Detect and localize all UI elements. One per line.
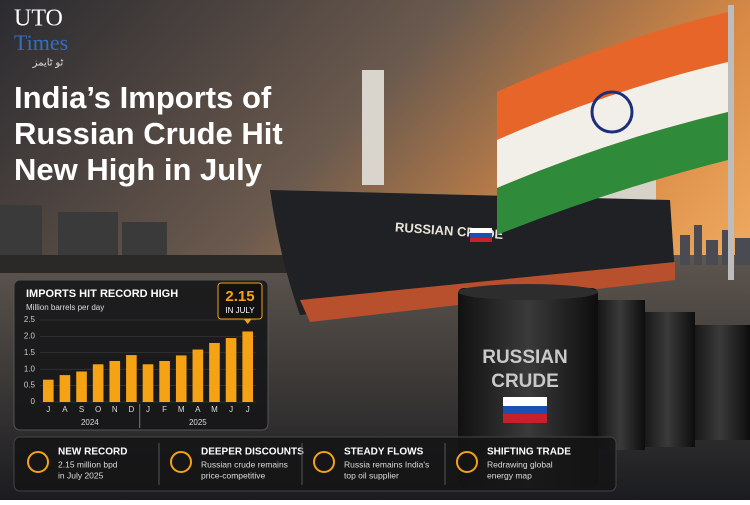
bar [59, 375, 71, 402]
bar [209, 342, 220, 402]
tanks [0, 205, 290, 273]
footer-text: 2.15 million bpd [58, 459, 118, 469]
callout-pointer [243, 319, 252, 324]
x-tick-label: A [62, 405, 68, 414]
x-tick-label: M [178, 405, 185, 414]
footer-title: DEEPER DISCOUNTS [201, 447, 304, 458]
footer-icon [456, 451, 478, 473]
bar [109, 361, 121, 402]
footer-text: Russia remains India's [344, 459, 429, 469]
x-tick-label: S [79, 405, 84, 414]
bar [225, 338, 237, 402]
y-tick-label: 1.0 [24, 364, 36, 373]
x-tick-label: J [146, 405, 150, 414]
chart: IMPORTS HIT RECORD HIGH Million barrels p… [24, 282, 263, 428]
y-tick-label: 0 [31, 397, 36, 406]
logo-urdu: ٹو ٹایمز [32, 58, 64, 69]
footer-text: Redrawing global [487, 459, 553, 469]
callout-label: IN JULY [225, 306, 255, 315]
footer-text: energy map [487, 470, 532, 480]
headline-line: Russian Crude Hit [14, 116, 283, 151]
bar [175, 355, 187, 402]
footer-title: NEW RECORD [58, 447, 127, 458]
india-flag [497, 5, 734, 280]
skyline [680, 225, 750, 265]
callout-box [217, 282, 263, 320]
footer-text: top oil supplier [344, 470, 399, 480]
x-tick-label: N [112, 405, 118, 414]
footer-title: SHIFTING TRADE [487, 447, 571, 458]
footer-icon [27, 451, 49, 473]
bar [142, 364, 154, 402]
headline-line: New High in July [14, 152, 263, 187]
barrel-label: RUSSIAN [482, 347, 568, 368]
headline-line: India’s Imports of [14, 80, 272, 115]
footer-text: price-competitive [201, 470, 266, 480]
y-tick-label: 1.5 [24, 348, 36, 357]
bar [159, 361, 170, 402]
bar [192, 349, 204, 402]
x-tick-label: M [211, 405, 218, 414]
footer-title: STEADY FLOWS [344, 447, 424, 458]
chart-subtitle: Million barrels per day [26, 303, 104, 312]
year-label: 2025 [189, 418, 207, 427]
x-tick-label: J [229, 405, 233, 414]
logo-name: UTO [14, 6, 63, 32]
footer-icon [313, 451, 335, 473]
footer-icon [170, 451, 192, 473]
chart-title: IMPORTS HIT RECORD HIGH [26, 288, 178, 300]
x-tick-label: D [128, 405, 134, 414]
bar [242, 331, 254, 402]
bar [126, 355, 137, 402]
bar [76, 371, 87, 402]
x-tick-label: J [246, 405, 250, 414]
footer-text: Russian crude remains [201, 459, 288, 469]
x-tick-label: O [95, 405, 101, 414]
bar [92, 364, 104, 402]
year-label: 2024 [81, 418, 99, 427]
callout-value: 2.15 [225, 288, 254, 305]
y-tick-label: 2.0 [24, 332, 36, 341]
logo-sub: Times [14, 30, 68, 55]
y-tick-label: 2.5 [24, 315, 36, 324]
x-tick-label: J [46, 405, 50, 414]
bar [42, 379, 54, 402]
x-tick-label: F [162, 405, 167, 414]
footer-text: in July 2025 [58, 470, 104, 480]
y-tick-label: 0.5 [24, 381, 36, 390]
x-tick-label: A [195, 405, 201, 414]
barrel-label: CRUDE [491, 371, 559, 392]
